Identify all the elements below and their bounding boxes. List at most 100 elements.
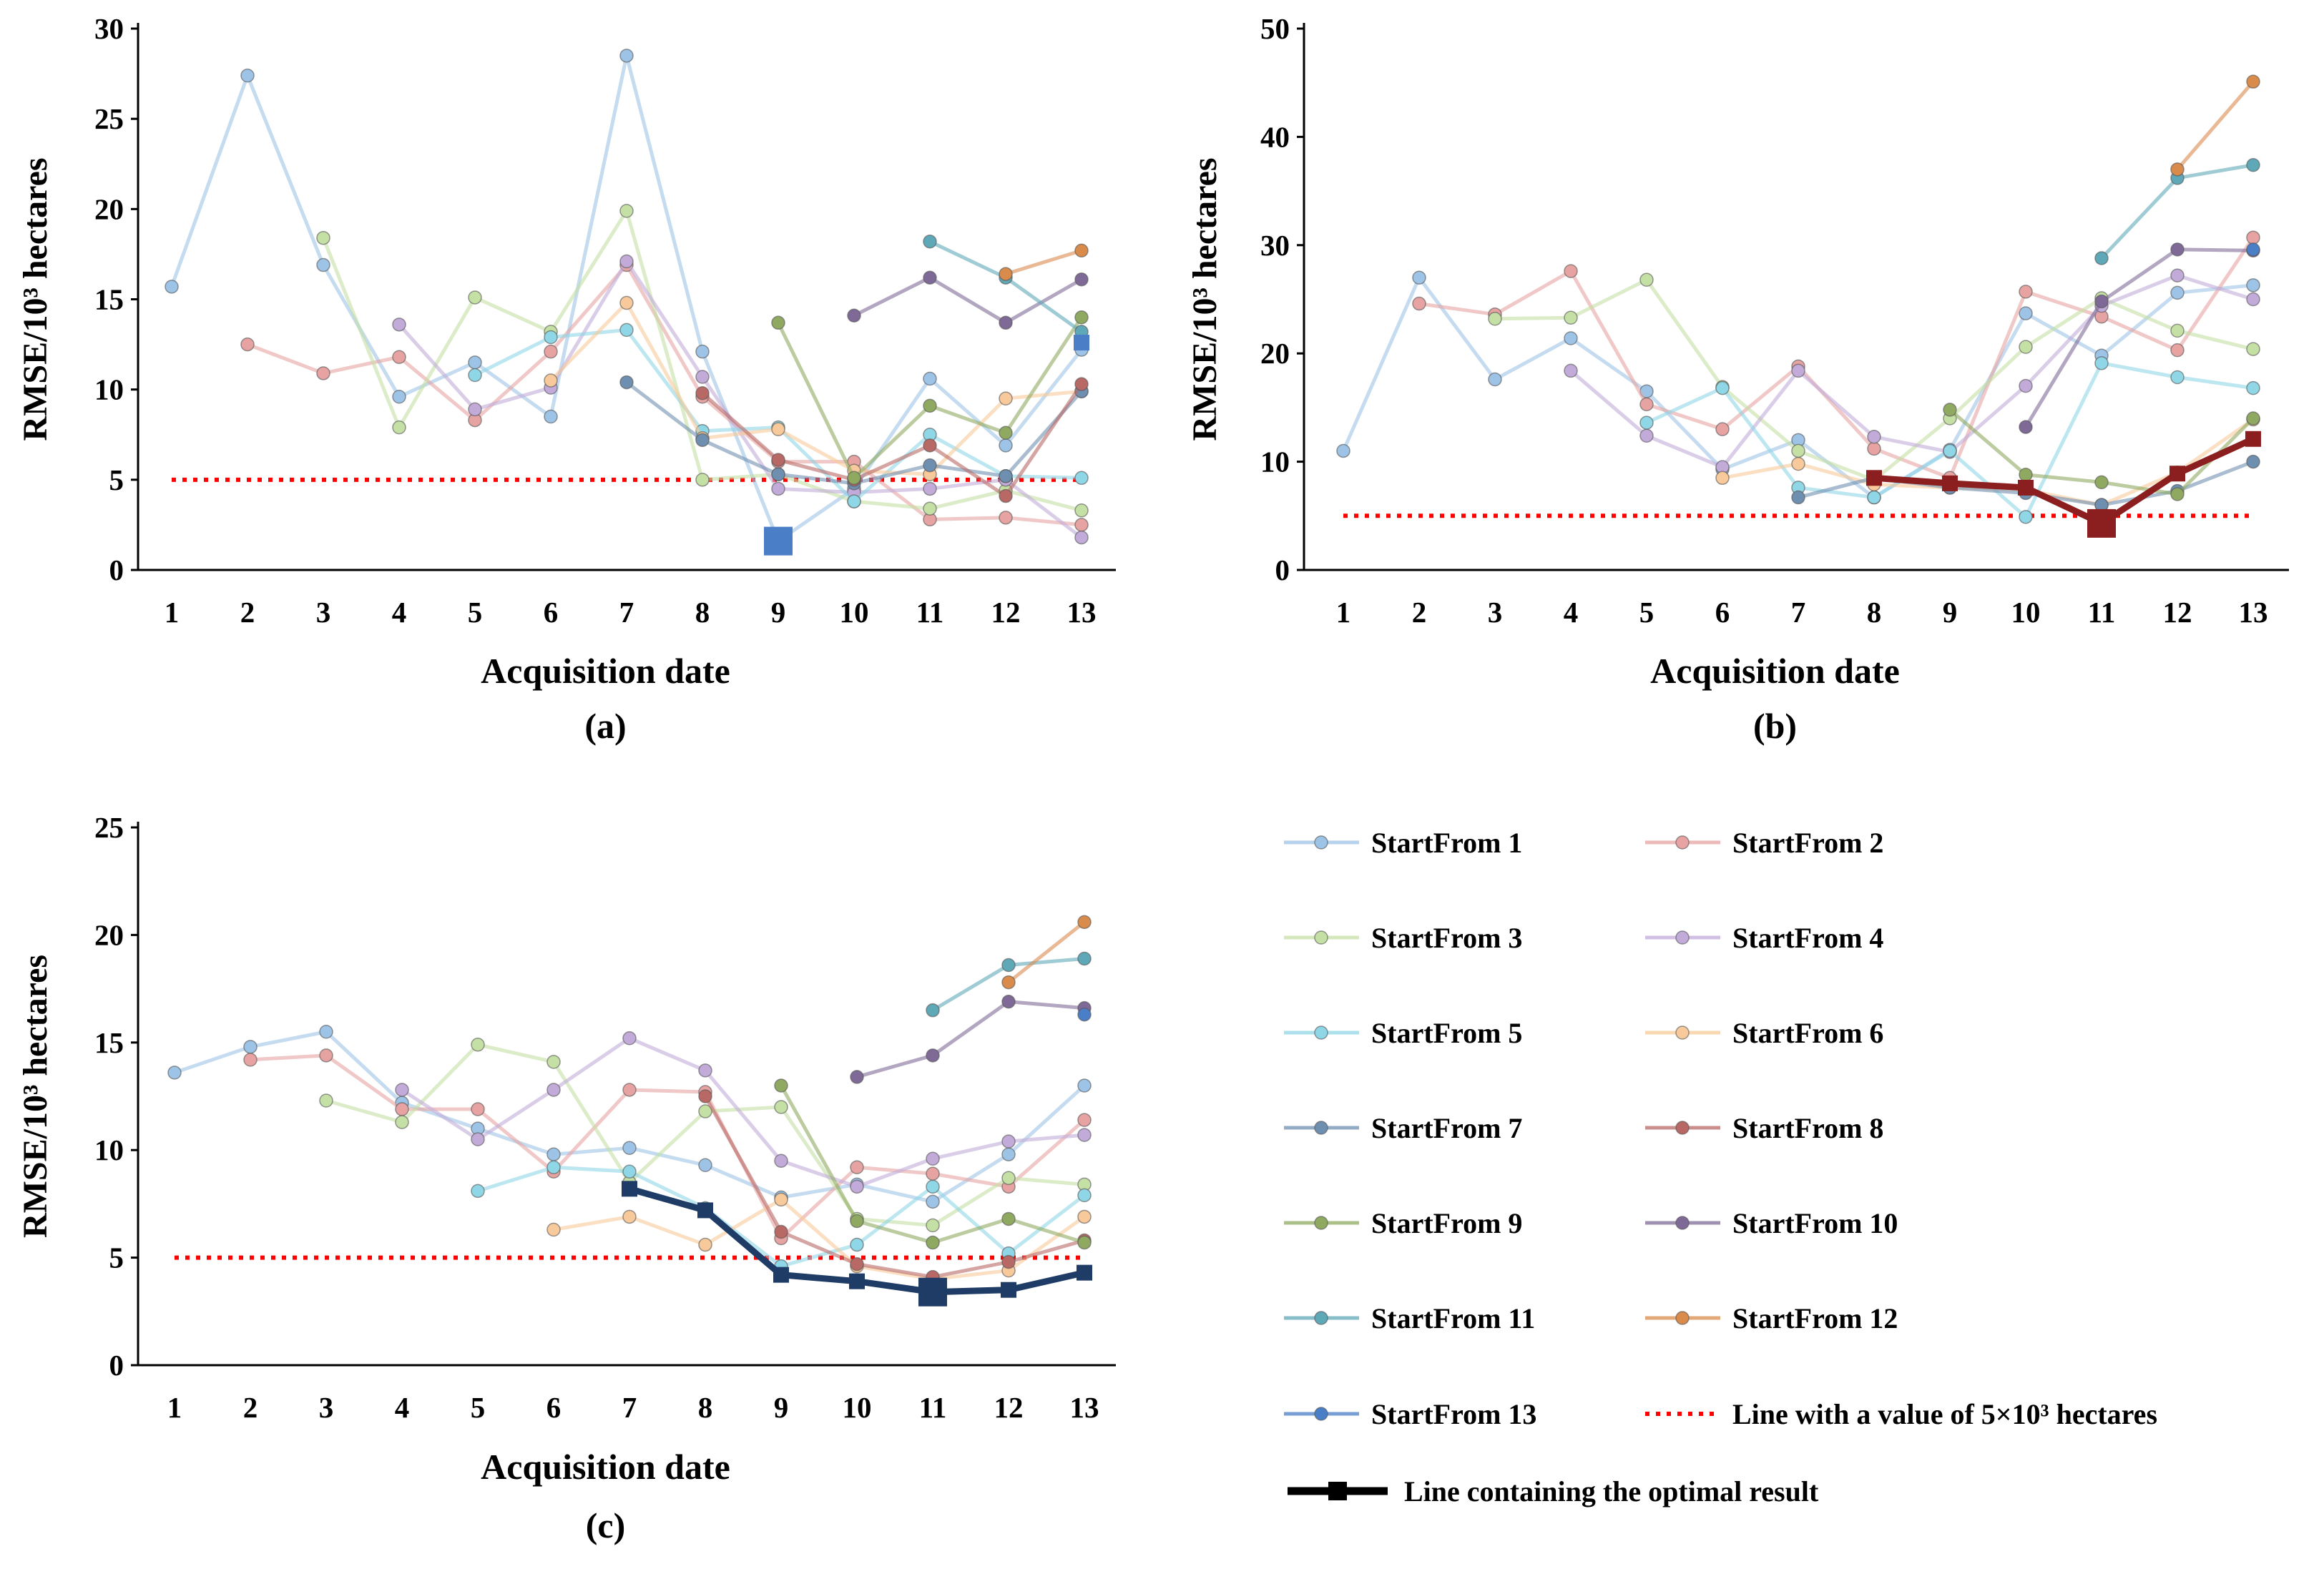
data-point [1412, 296, 1426, 311]
data-point [546, 1160, 561, 1175]
data-point [319, 1025, 333, 1039]
data-point [1943, 443, 1957, 458]
legend-swatch-marker [1675, 930, 1690, 945]
legend-label: StartFrom 8 [1732, 1112, 1883, 1144]
x-tick-label: 3 [319, 1391, 334, 1424]
series-line [553, 1197, 1086, 1282]
data-point [1639, 428, 1654, 443]
data-point [319, 1048, 333, 1063]
series-startfrom-13 [1077, 1007, 1092, 1022]
data-point [2019, 468, 2033, 482]
y-tick-label: 5 [109, 1241, 124, 1274]
data-point [546, 1222, 561, 1237]
data-point [471, 1184, 485, 1199]
x-axis-label: Acquisition date [481, 1447, 730, 1487]
data-point [395, 1102, 409, 1116]
data-point [546, 1083, 561, 1097]
series-line [1007, 920, 1086, 984]
data-point [923, 398, 937, 413]
data-point [622, 1031, 637, 1046]
legend-item-threshold: Line with a value of 5×10³ hectares [1645, 1398, 2157, 1430]
data-point [1001, 1147, 1016, 1161]
x-tick-label: 8 [698, 1391, 713, 1424]
legend-swatch-marker [1675, 1025, 1690, 1040]
legend-item-startfrom-10: StartFrom 10 [1645, 1207, 1898, 1239]
data-point [926, 1003, 940, 1018]
data-point [1488, 372, 1502, 387]
data-point [1867, 490, 1881, 505]
data-point [1077, 1078, 1092, 1093]
data-point [2019, 306, 2033, 320]
data-point [2246, 278, 2260, 292]
data-point [1336, 443, 1350, 458]
data-point [316, 257, 330, 272]
data-point [316, 230, 330, 245]
series-line [1005, 248, 1082, 276]
data-point [622, 1164, 637, 1179]
data-point [923, 438, 937, 453]
x-tick-label: 9 [1943, 596, 1958, 629]
x-tick-label: 1 [1336, 596, 1351, 629]
data-point [2170, 370, 2185, 385]
y-tick-label: 20 [1260, 337, 1290, 370]
data-point [619, 204, 634, 218]
data-point [2246, 74, 2260, 89]
legend-label: StartFrom 1 [1371, 827, 1522, 859]
data-point [2019, 340, 2033, 354]
x-tick-label: 8 [695, 596, 710, 629]
x-tick-label: 5 [471, 1391, 486, 1424]
legend-swatch-marker [1314, 1407, 1328, 1421]
data-point [1077, 1235, 1092, 1250]
data-point [926, 1218, 940, 1233]
data-point [1639, 397, 1654, 412]
data-point [695, 385, 710, 400]
panel-caption: (a) [584, 706, 626, 746]
data-point [392, 350, 406, 364]
series-startfrom-9 [1943, 403, 2260, 501]
data-point [395, 1115, 409, 1129]
legend-label: StartFrom 11 [1371, 1302, 1535, 1334]
x-tick-label: 7 [619, 596, 634, 629]
legend-item-startfrom-3: StartFrom 3 [1284, 922, 1522, 954]
legend-swatch-marker [1314, 1025, 1328, 1040]
series-startfrom-6 [546, 1192, 1092, 1287]
data-point [695, 344, 710, 359]
legend-swatch-marker [1675, 1311, 1690, 1325]
data-point [923, 270, 937, 285]
data-point [243, 1053, 258, 1067]
series-startfrom-12 [1001, 915, 1092, 990]
data-point [2019, 378, 2033, 393]
data-point [2170, 242, 2185, 257]
data-point [926, 1235, 940, 1250]
data-point [926, 1194, 940, 1209]
data-point [847, 471, 861, 486]
series-startfrom-12 [999, 243, 1089, 281]
legend-label: StartFrom 2 [1732, 827, 1883, 859]
optimal-data-point [622, 1181, 637, 1197]
data-point [546, 1147, 561, 1161]
data-point [850, 1070, 864, 1084]
x-tick-label: 5 [468, 596, 483, 629]
panel-caption: (c) [586, 1505, 626, 1545]
data-point [1412, 270, 1426, 285]
data-point [1074, 471, 1089, 486]
data-point [2246, 292, 2260, 307]
optimal-data-point [1866, 470, 1882, 486]
data-point [1077, 951, 1092, 966]
data-point [847, 494, 861, 508]
data-point [1791, 443, 1805, 458]
series-line [477, 1165, 1086, 1269]
data-point [544, 344, 558, 359]
panel-caption: (b) [1753, 706, 1797, 746]
data-point [1715, 380, 1730, 395]
x-tick-label: 13 [2239, 596, 2268, 629]
data-point [774, 1078, 788, 1093]
legend-label: StartFrom 13 [1371, 1398, 1536, 1430]
legend-item-optimal: Line containing the optimal result [1288, 1475, 1819, 1507]
data-point [392, 318, 406, 332]
legend-item-startfrom-2: StartFrom 2 [1645, 827, 1883, 859]
data-point [1564, 331, 1578, 345]
x-tick-label: 13 [1070, 1391, 1099, 1424]
x-tick-label: 7 [1791, 596, 1806, 629]
x-tick-label: 2 [240, 596, 255, 629]
